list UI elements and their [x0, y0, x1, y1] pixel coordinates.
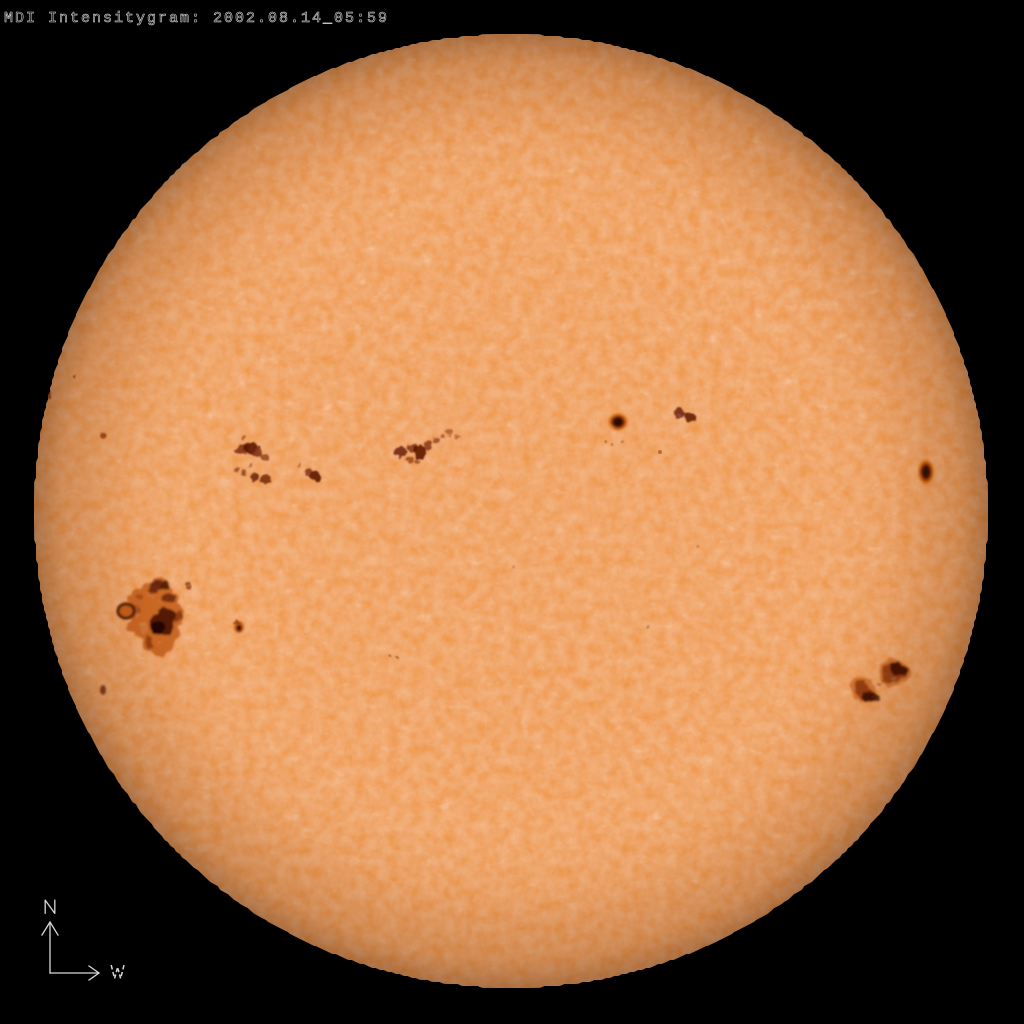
svg-text:MDI Intensitygram: 2002.08.: MDI Intensitygram: 2002.08.14_05:59	[4, 10, 389, 27]
